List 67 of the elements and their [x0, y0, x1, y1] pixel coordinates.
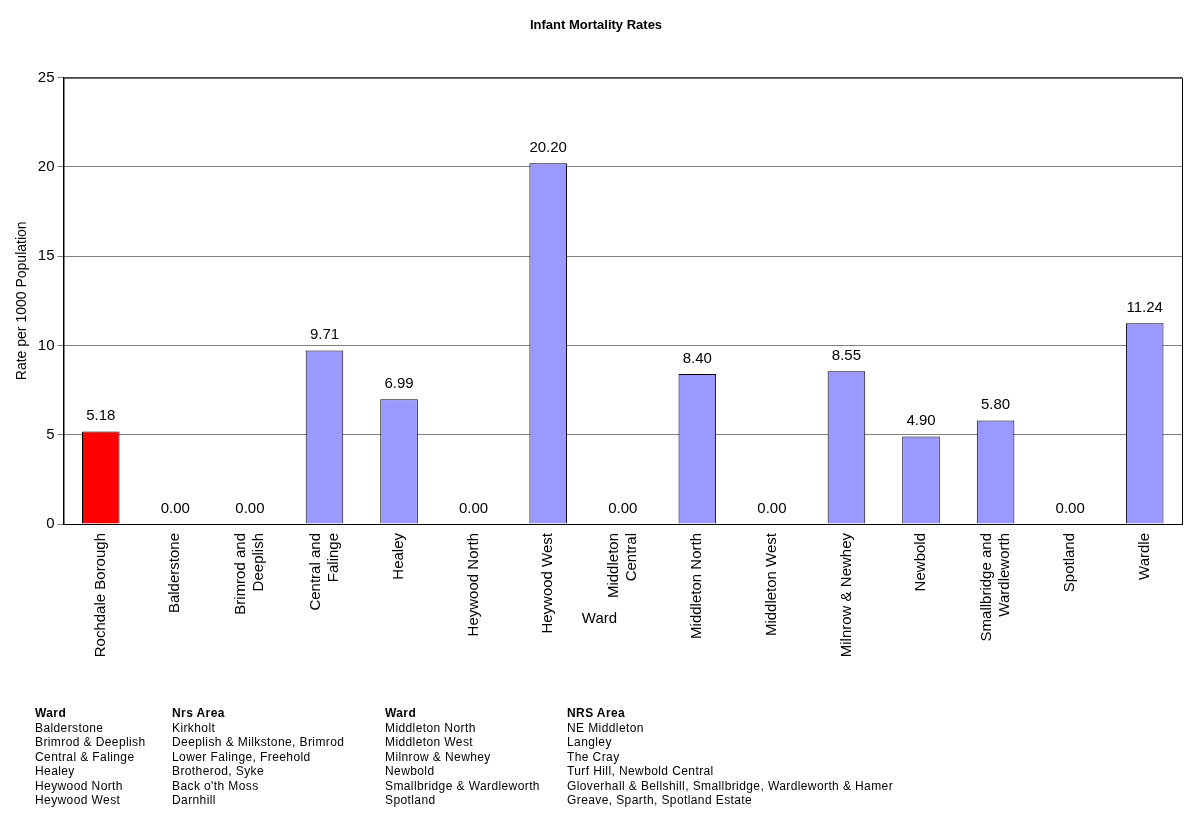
x-tick-label: Milnrow & Newhey: [836, 532, 854, 658]
text: Greave, Sparth, Spotland Estate: [567, 793, 754, 808]
text: Kirkholt: [172, 720, 217, 735]
text: Turf Hill, Newbold Central: [567, 764, 715, 779]
y-tick-label: 25: [37, 67, 55, 85]
text: The Cray: [567, 749, 621, 764]
text: Darnhill: [172, 793, 217, 808]
x-tick-label: Middleton Central: [603, 533, 639, 599]
data-label: 9.71: [309, 325, 340, 343]
data-label: 5.18: [86, 406, 116, 424]
x-tick-label: Newbold: [911, 533, 929, 592]
x-tick-label: Middleton West: [762, 532, 780, 637]
text: Lower Falinge, Freehold: [172, 749, 312, 764]
data-label: 8.55: [831, 345, 862, 363]
text: Balderstone: [35, 720, 105, 735]
x-tick-label: Healey: [389, 532, 407, 580]
text: Milnrow & Newhey: [385, 749, 492, 764]
x-tick-label: Spotland: [1060, 533, 1078, 593]
data-label: 0.00: [459, 498, 489, 516]
text: Newbold: [385, 764, 436, 779]
text: Heywood West: [35, 793, 122, 808]
x-axis-title: Ward: [581, 609, 618, 627]
text: Ward: [385, 706, 418, 721]
data-label: 6.99: [384, 373, 414, 391]
y-tick-label: 0: [46, 514, 55, 532]
text: Nrs Area: [172, 706, 226, 721]
chart-title: Infant Mortality Rates: [529, 17, 663, 33]
y-tick-label: 15: [37, 246, 55, 264]
text: NRS Area: [567, 706, 627, 721]
x-tick-label: Heywood North: [463, 533, 481, 637]
x-tick-label: Smallbridge and Wardleworth: [976, 533, 1012, 642]
x-tick-label: Central and Falinge: [305, 533, 341, 611]
text: Spotland: [385, 793, 437, 808]
text: Brimrod & Deeplish: [35, 735, 146, 750]
text: NE Middleton: [567, 720, 645, 735]
data-label: 0.00: [1055, 498, 1085, 516]
text: Middleton North: [385, 720, 477, 735]
data-label: 8.40: [682, 348, 712, 366]
data-label: 0.00: [235, 498, 265, 516]
text: Central & Falinge: [35, 749, 136, 764]
data-label: 5.80: [980, 395, 1011, 413]
text: Ward: [35, 706, 68, 721]
text: Gloverhall & Bellshill, Smallbridge, Wardleworth & Hamer: [567, 778, 894, 793]
data-label: 0.00: [757, 498, 787, 516]
text: Back o'th Moss: [172, 778, 260, 793]
y-tick-label: 20: [37, 157, 55, 175]
x-tick-label: Middleton North: [687, 533, 705, 639]
x-tick-label: Rochdale Borough: [90, 533, 108, 658]
y-tick-label: 5: [46, 424, 55, 442]
y-axis-title: Rate per 1000 Population: [13, 221, 30, 381]
text: Brotherod, Syke: [172, 764, 266, 779]
text: Smallbridge & Wardleworth: [385, 778, 540, 793]
text: Middleton West: [385, 735, 475, 750]
data-label: 0.00: [160, 498, 190, 516]
text: Heywood North: [35, 778, 124, 793]
y-tick-label: 10: [37, 335, 55, 353]
x-tick-label: Brimrod and Deeplish: [231, 533, 267, 615]
x-tick-label: Heywood West: [538, 532, 556, 634]
data-label: 0.00: [608, 498, 638, 516]
text: Deeplish & Milkstone, Brimrod: [172, 735, 345, 750]
data-label: 20.20: [529, 137, 567, 155]
x-tick-label: Wardle: [1134, 533, 1152, 580]
text: Healey: [35, 764, 76, 779]
text: Langley: [567, 735, 613, 750]
x-tick-label: Balderstone: [165, 533, 183, 614]
data-label: 11.24: [1126, 297, 1163, 315]
data-label: 4.90: [906, 411, 936, 429]
